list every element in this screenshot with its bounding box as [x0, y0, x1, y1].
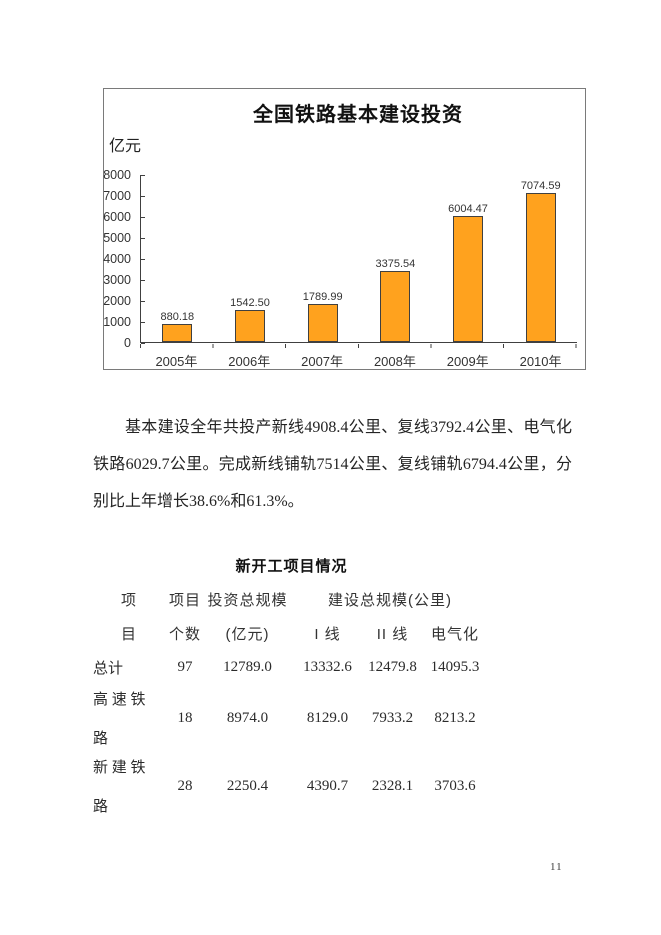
investment-bar-2009	[453, 216, 484, 342]
x-category-label: 2008年	[373, 354, 416, 369]
cell-line-ii: 7933.2	[371, 709, 414, 726]
header-count-1: 项目	[168, 591, 201, 609]
y-axis-ticks	[141, 175, 145, 344]
cell-line-ii: 2328.1	[371, 777, 414, 794]
x-category-label: 2007年	[301, 354, 344, 369]
railway-investment-chart: 全国铁路基本建设投资 亿元 8000 7000 6000 5000 4000 3…	[103, 88, 586, 370]
table-row-newbuild-rail: 新 建 铁 路 28 2250.4 4390.7 2328.1 3703.6	[93, 752, 490, 820]
bar-value-label: 880.18	[160, 311, 195, 323]
y-tick-label: 8000	[103, 168, 131, 182]
row-name: 总计	[93, 660, 124, 677]
cell-electrified: 3703.6	[434, 777, 476, 794]
header-line-ii: II 线	[376, 625, 409, 643]
header-electrified: 电气化	[430, 625, 479, 643]
bar-slot-2005: 880.18	[141, 311, 214, 342]
x-axis-ticks	[140, 344, 578, 348]
x-category-label: 2006年	[228, 354, 271, 369]
y-tick-label: 6000	[103, 210, 131, 224]
y-axis-tick-labels: 8000 7000 6000 5000 4000 3000 2000 1000 …	[103, 168, 134, 350]
y-tick-label: 7000	[103, 189, 131, 203]
cell-electrified: 8213.2	[434, 709, 476, 726]
investment-bar-2008	[380, 271, 411, 342]
bar-value-label: 6004.47	[448, 203, 488, 215]
row-name: 新 建 铁 路	[93, 760, 146, 815]
y-tick-label: 5000	[103, 231, 131, 245]
header-construction-group: 建设总规模(公里)	[328, 591, 452, 609]
cell-investment: 12789.0	[223, 658, 272, 675]
bar-slot-2009: 6004.47	[432, 203, 505, 342]
plot-area: 880.18 1542.50 1789.99 3375.54 6004.47	[140, 175, 577, 344]
cell-line-i: 4390.7	[306, 777, 349, 794]
bar-value-label: 1542.50	[230, 297, 270, 309]
cell-line-i: 13332.6	[303, 658, 352, 675]
table-header-row-2: 目 个数 (亿元) I 线 II 线 电气化	[93, 616, 490, 650]
x-axis-labels: 2005年 2006年 2007年 2008年 2009年 2010年	[140, 351, 577, 370]
investment-bar-2010	[525, 193, 556, 342]
x-category-label: 2009年	[446, 354, 489, 369]
y-tick-label: 4000	[103, 252, 131, 266]
cell-line-ii: 12479.8	[368, 658, 417, 675]
investment-bar-2007	[307, 304, 338, 342]
y-tick-label: 0	[124, 336, 131, 350]
header-item-1: 项	[120, 591, 137, 609]
page-number: 11	[550, 861, 563, 873]
construction-summary-paragraph: 基本建设全年共投产新线4908.4公里、复线3792.4公里、电气化 铁路602…	[93, 409, 572, 520]
table-row-highspeed-rail: 高 速 铁 路 18 8974.0 8129.0 7933.2 8213.2	[93, 684, 490, 752]
investment-bar-2005	[162, 324, 193, 342]
bar-slot-2008: 3375.54	[359, 258, 432, 342]
bar-slot-2007: 1789.99	[286, 291, 359, 342]
bar-slot-2010: 7074.59	[504, 180, 577, 342]
cell-investment: 8974.0	[226, 709, 269, 726]
header-item-2: 目	[120, 625, 137, 643]
paragraph-line: 铁路6029.7公里。完成新线铺轨7514公里、复线铺轨6794.4公里，分	[93, 456, 572, 473]
cell-investment: 2250.4	[226, 777, 269, 794]
cell-line-i: 8129.0	[306, 709, 349, 726]
y-axis-unit-label: 亿元	[109, 138, 142, 155]
header-line-i: I 线	[314, 625, 341, 643]
bar-slot-2006: 1542.50	[214, 297, 287, 342]
x-category-label: 2005年	[155, 354, 198, 369]
y-tick-label: 3000	[103, 273, 131, 287]
paragraph-line: 别比上年增长38.6%和61.3%。	[93, 493, 304, 510]
cell-count: 28	[177, 777, 193, 794]
header-count-2: 个数	[168, 625, 201, 643]
y-tick-label: 1000	[103, 315, 131, 329]
row-name: 高 速 铁 路	[93, 692, 146, 747]
table-header-row-1: 项 项目 投资总规模 建设总规模(公里)	[93, 582, 490, 616]
table-title: 新开工项目情况	[235, 558, 348, 575]
cell-count: 18	[177, 709, 193, 726]
header-investment-1: 投资总规模	[207, 591, 288, 609]
header-investment-2: (亿元)	[225, 625, 270, 643]
x-category-label: 2010年	[519, 354, 562, 369]
bar-value-label: 1789.99	[302, 291, 343, 303]
paragraph-line: 基本建设全年共投产新线4908.4公里、复线3792.4公里、电气化	[125, 419, 572, 436]
cell-electrified: 14095.3	[430, 658, 480, 675]
chart-title: 全国铁路基本建设投资	[253, 104, 463, 126]
y-tick-label: 2000	[103, 294, 131, 308]
bar-series: 880.18 1542.50 1789.99 3375.54 6004.47	[141, 175, 577, 342]
bar-value-label: 7074.59	[520, 180, 561, 192]
new-projects-table: 新开工项目情况 项 项目 投资总规模 建设总规模(公里) 目 个数 (亿元) I…	[93, 552, 490, 820]
bar-value-label: 3375.54	[375, 258, 416, 270]
cell-count: 97	[177, 658, 193, 675]
table-row-total: 总计 97 12789.0 13332.6 12479.8 14095.3	[93, 650, 490, 684]
investment-bar-2006	[235, 310, 265, 342]
